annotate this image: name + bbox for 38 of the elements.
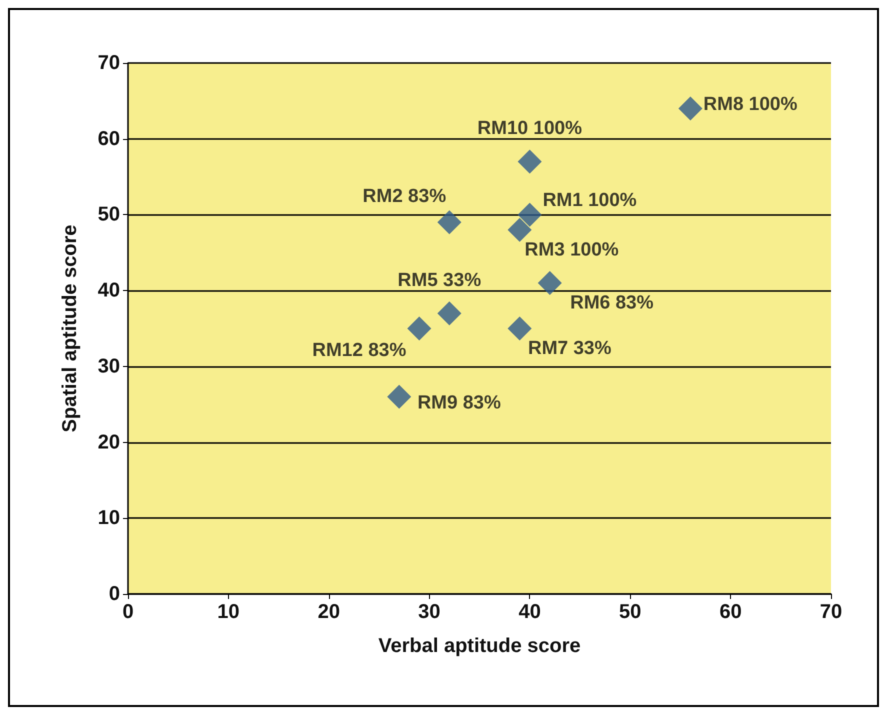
y-tick-label: 70	[98, 52, 120, 74]
x-tick-label: 0	[122, 601, 134, 623]
x-tick-label: 50	[619, 601, 642, 623]
y-tick-label: 30	[98, 355, 120, 378]
point	[437, 210, 462, 234]
annotation: RM8 100%	[703, 94, 798, 116]
annotation: RM3 100%	[524, 239, 619, 260]
annotation: RM5 33%	[398, 270, 482, 291]
x-tick-label: 40	[518, 601, 541, 623]
x-axis-title: Verbal aptitude score	[378, 635, 581, 657]
point	[518, 202, 542, 227]
annotation: RM1 100%	[542, 190, 637, 212]
y-tick-label: 40	[98, 280, 120, 302]
x-tick-label: 20	[318, 601, 340, 623]
point	[538, 270, 562, 295]
point	[518, 150, 542, 174]
point	[387, 384, 412, 409]
y-tick-label: 50	[98, 204, 120, 226]
x-tick-label: 70	[820, 601, 842, 623]
annotation: RM12 83%	[312, 340, 406, 361]
annotation: RM6 83%	[570, 292, 654, 314]
annotation: RM10 100%	[477, 118, 582, 140]
y-tick-label: 10	[98, 507, 120, 530]
annotation: RM9 83%	[417, 392, 501, 414]
x-tick-label: 30	[418, 601, 440, 623]
x-tick-label: 10	[217, 601, 240, 623]
point	[407, 316, 432, 340]
y-tick-label: 0	[108, 583, 120, 605]
y-tick-label: 20	[98, 431, 120, 454]
point	[508, 218, 532, 242]
y-axis-title: Spatial aptitude score	[59, 224, 81, 432]
point	[508, 316, 532, 340]
point	[678, 96, 702, 121]
x-tick-label: 60	[719, 601, 742, 623]
point	[437, 301, 462, 326]
annotation: RM2 83%	[362, 186, 446, 207]
annotation: RM7 33%	[528, 338, 612, 359]
y-tick-label: 60	[98, 128, 120, 150]
